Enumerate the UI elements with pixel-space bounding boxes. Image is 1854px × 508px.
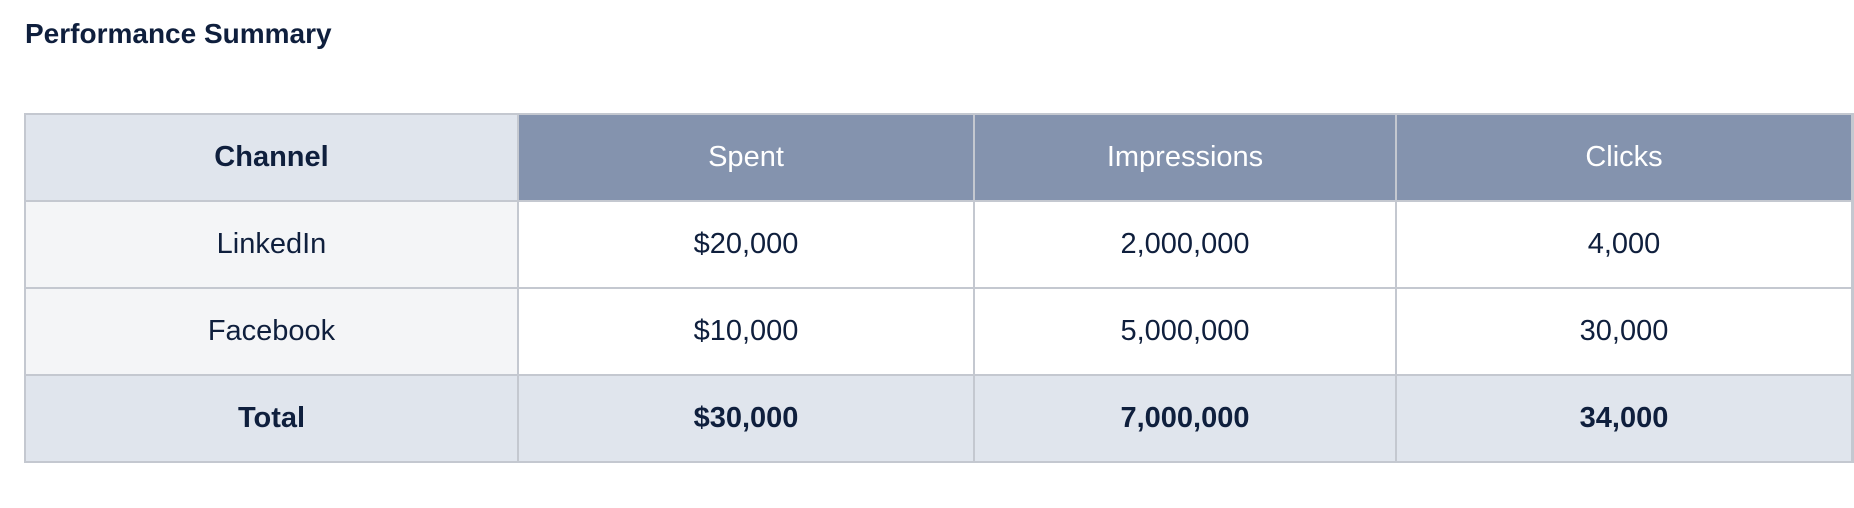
cell-clicks: 30,000 [1395,287,1853,376]
total-impressions: 7,000,000 [973,374,1397,463]
performance-table: Channel Spent Impressions Clicks LinkedI… [24,113,1854,463]
header-clicks: Clicks [1395,113,1853,202]
table-row: LinkedIn $20,000 2,000,000 4,000 [24,200,1854,289]
header-spent: Spent [517,113,975,202]
total-spent: $30,000 [517,374,975,463]
cell-channel: LinkedIn [24,200,519,289]
cell-impressions: 2,000,000 [973,200,1397,289]
cell-clicks: 4,000 [1395,200,1853,289]
cell-cut-off [1851,287,1854,376]
cell-spent: $20,000 [517,200,975,289]
page-title: Performance Summary [25,18,332,49]
cell-impressions: 5,000,000 [973,287,1397,376]
cell-spent: $10,000 [517,287,975,376]
total-clicks: 34,000 [1395,374,1853,463]
header-impressions: Impressions [973,113,1397,202]
cell-channel: Facebook [24,287,519,376]
total-label: Total [24,374,519,463]
header-cut-off [1851,113,1854,202]
header-channel: Channel [24,113,519,202]
table-row: Facebook $10,000 5,000,000 30,000 [24,287,1854,376]
header-row: Channel Spent Impressions Clicks [24,113,1854,202]
cell-cut-off [1851,200,1854,289]
total-row: Total $30,000 7,000,000 34,000 [24,374,1854,463]
total-cut-off [1851,374,1854,463]
